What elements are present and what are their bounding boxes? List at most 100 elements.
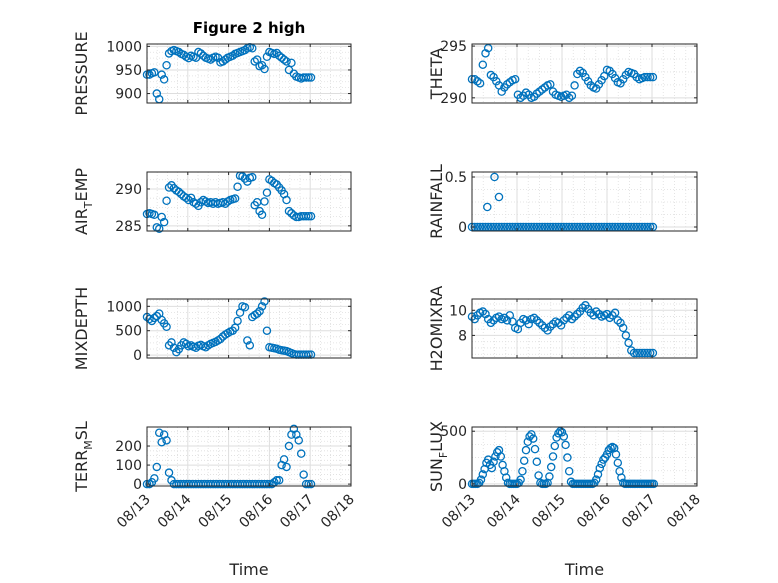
data-point xyxy=(563,453,572,462)
data-point xyxy=(559,316,569,325)
data-point xyxy=(243,336,252,345)
y-axis-label-main: MIXDEPTH xyxy=(72,287,91,370)
data-point xyxy=(216,334,225,344)
y-axis-label-main: THETA xyxy=(427,48,446,100)
data-point xyxy=(150,68,159,77)
data-point xyxy=(296,449,306,458)
data-point xyxy=(529,313,539,323)
x-tick-label: 08/14 xyxy=(155,491,195,531)
y-tick-label: 1000 xyxy=(106,299,142,315)
data-point xyxy=(157,70,166,79)
data-point xyxy=(478,470,488,479)
data-point xyxy=(274,476,284,485)
data-point xyxy=(157,212,166,222)
axes-box xyxy=(471,426,698,487)
data-point xyxy=(617,473,626,482)
y-axis-label-subscript: F xyxy=(437,452,450,458)
y-tick-label: 900 xyxy=(115,87,142,103)
data-point xyxy=(546,322,555,331)
data-point xyxy=(260,297,269,306)
x-tick-label: 08/18 xyxy=(664,492,704,532)
data-point xyxy=(502,316,512,325)
data-point xyxy=(475,79,485,88)
data-point xyxy=(257,302,267,311)
x-tick-label: 08/13 xyxy=(439,492,479,532)
data-point xyxy=(532,316,542,325)
x-tick-label: 08/14 xyxy=(484,491,524,531)
y-tick-label: 0 xyxy=(458,477,467,493)
data-point xyxy=(556,321,566,330)
y-tick-label: 290 xyxy=(115,182,142,198)
data-point xyxy=(272,476,281,485)
x-tick-label: 08/16 xyxy=(236,491,276,531)
data-point xyxy=(591,475,601,484)
data-point xyxy=(564,466,574,476)
data-point xyxy=(546,80,555,89)
data-point xyxy=(613,316,623,325)
axes-box xyxy=(471,171,698,232)
data-point xyxy=(262,188,272,197)
data-point xyxy=(527,430,536,439)
data-point xyxy=(570,312,579,321)
subplot-3: 285 290 AIRTEMP xyxy=(72,168,352,235)
data-point xyxy=(287,58,296,68)
data-point xyxy=(233,182,242,191)
x-tick-label: 08/15 xyxy=(196,492,236,532)
data-point xyxy=(150,474,159,483)
data-point xyxy=(162,436,171,445)
data-point xyxy=(301,211,311,221)
y-tick-label: 950 xyxy=(115,63,142,79)
y-axis-label: THETA xyxy=(427,48,446,100)
data-point xyxy=(535,318,544,328)
data-point xyxy=(530,444,540,454)
data-point xyxy=(635,348,644,358)
data-point xyxy=(284,441,294,451)
y-axis-label: AIRTEMP xyxy=(72,168,95,235)
data-point xyxy=(567,314,577,324)
data-point xyxy=(605,313,614,323)
y-tick-label: 500 xyxy=(440,424,467,440)
data-point xyxy=(586,308,596,318)
data-point xyxy=(570,81,579,90)
data-point xyxy=(304,479,313,489)
x-tick-label: 08/17 xyxy=(277,492,317,532)
data-point xyxy=(519,456,529,465)
y-axis-label-subscript: T xyxy=(82,201,95,209)
data-point xyxy=(496,452,506,461)
data-point xyxy=(181,339,191,349)
y-axis-label-main: H2OMIXRA xyxy=(427,286,446,372)
data-point xyxy=(643,72,652,82)
data-point xyxy=(491,452,500,461)
subplot-8: 0 500 08/13 08/14 08/15 08/16 08/17 08/18 Time SU… xyxy=(427,421,704,579)
data-point xyxy=(640,72,650,82)
x-tick-label: 08/16 xyxy=(574,491,614,531)
y-tick-label: 285 xyxy=(115,219,142,235)
data-point xyxy=(532,457,542,467)
data-point xyxy=(613,458,623,468)
data-point xyxy=(255,306,264,316)
data-point xyxy=(645,348,655,358)
data-point xyxy=(643,348,652,358)
x-tick-label: 08/15 xyxy=(529,492,569,532)
y-axis-label: SUNFLUX xyxy=(427,421,450,492)
data-point xyxy=(537,321,547,330)
data-point xyxy=(164,468,174,477)
data-point xyxy=(282,195,291,205)
data-point xyxy=(578,303,587,313)
y-tick-label: 0 xyxy=(458,220,467,236)
data-point xyxy=(250,57,259,66)
data-point xyxy=(611,450,621,459)
data-point xyxy=(186,193,196,203)
data-point xyxy=(548,452,558,461)
subplot-7: 0 100 200 08/13 08/14 08/15 08/16 08/17 08/18 Tim… xyxy=(72,421,358,579)
y-tick-label: 200 xyxy=(115,439,142,455)
data-point xyxy=(550,441,560,451)
x-axis-label: Time xyxy=(228,560,268,579)
data-point xyxy=(306,73,316,82)
y-axis-label-main: AIR xyxy=(72,208,91,235)
x-tick-label: 08/13 xyxy=(114,492,154,532)
data-point xyxy=(245,341,255,350)
data-point xyxy=(640,348,650,358)
axes-background xyxy=(472,427,697,486)
y-tick-label: 0 xyxy=(133,348,142,364)
